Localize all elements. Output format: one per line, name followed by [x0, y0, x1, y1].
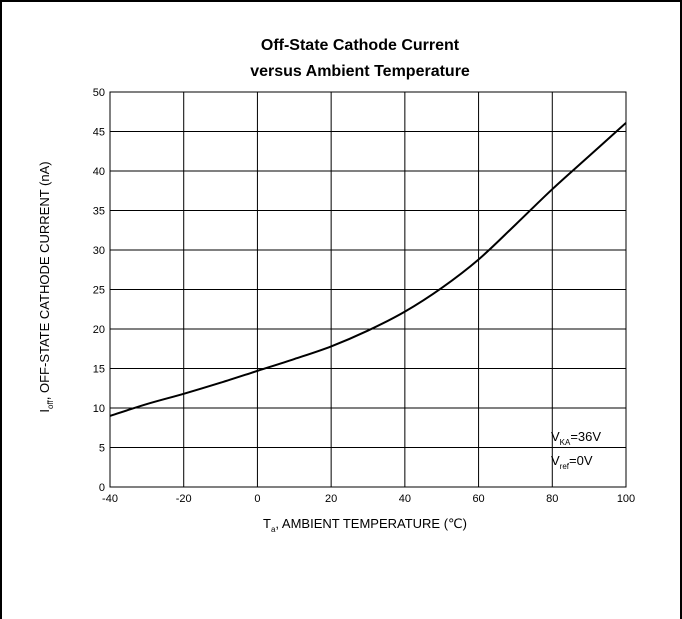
x-tick-label: -20 [176, 493, 192, 505]
y-tick-label: 15 [93, 364, 105, 376]
annotation-vka: VKA=36V [551, 429, 601, 447]
y-tick-label: 0 [99, 482, 105, 494]
x-tick-label: -40 [102, 493, 118, 505]
y-tick-label: 35 [93, 206, 105, 218]
x-tick-label: 20 [325, 493, 337, 505]
y-tick-label: 5 [99, 443, 105, 455]
chart-title-line-1: Off-State Cathode Current [261, 37, 460, 54]
chart-title-line-2: versus Ambient Temperature [250, 63, 470, 80]
x-tick-label: 60 [472, 493, 484, 505]
y-tick-label: 30 [93, 245, 105, 257]
x-tick-label: 40 [399, 493, 411, 505]
grid [109, 91, 627, 488]
y-tick-label: 10 [93, 403, 105, 415]
series-line [109, 122, 627, 417]
x-tick-label: 100 [617, 493, 635, 505]
plot-border [109, 91, 627, 488]
x-tick-label: 0 [254, 493, 260, 505]
annotation-vref: Vref=0V [551, 453, 593, 471]
y-tick-label: 50 [93, 87, 105, 99]
y-axis-label: Ioff, OFF-STATE CATHODE CURRENT (nA) [37, 161, 55, 412]
y-tick-label: 25 [93, 285, 105, 297]
y-tick-label: 40 [93, 166, 105, 178]
x-axis-label: Ta, AMBIENT TEMPERATURE (℃) [263, 516, 467, 534]
x-tick-label: 80 [546, 493, 558, 505]
y-tick-labels: 0 5 10 15 20 25 30 35 40 45 50 [93, 87, 105, 494]
y-tick-label: 45 [93, 127, 105, 139]
x-tick-labels: -40 -20 0 20 40 60 80 100 [102, 493, 635, 505]
y-tick-label: 20 [93, 324, 105, 336]
